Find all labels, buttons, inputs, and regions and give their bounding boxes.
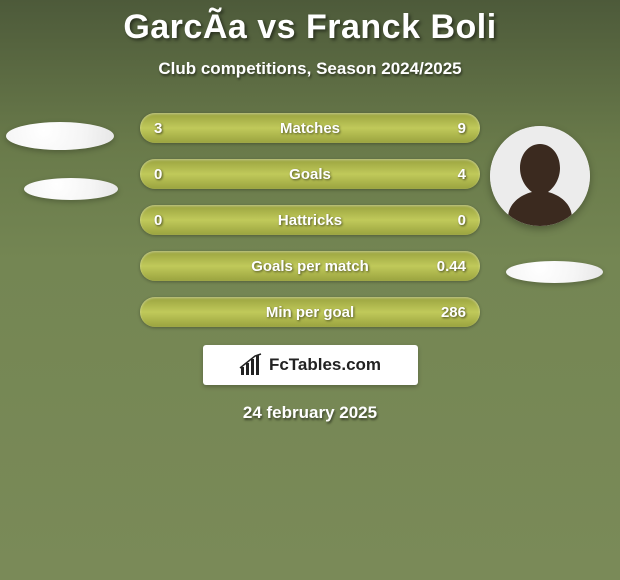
stat-row: 3 Matches 9 bbox=[140, 113, 480, 143]
date-text: 24 february 2025 bbox=[0, 403, 620, 423]
chart-bars-icon bbox=[239, 353, 263, 377]
stat-right-value: 286 bbox=[441, 304, 466, 321]
stat-right-value: 0 bbox=[458, 212, 466, 229]
stat-row: 0 Goals 4 bbox=[140, 159, 480, 189]
stat-label: Goals bbox=[140, 166, 480, 183]
stat-left-value: 3 bbox=[154, 120, 162, 137]
page-title: GarcÃ­a vs Franck Boli bbox=[0, 0, 620, 47]
stat-row: Min per goal 286 bbox=[140, 297, 480, 327]
stats-container: 3 Matches 9 0 Goals 4 0 Hattricks 0 Goal… bbox=[0, 113, 620, 327]
brand-text: FcTables.com bbox=[269, 355, 381, 375]
brand-badge[interactable]: FcTables.com bbox=[203, 345, 418, 385]
stat-label: Goals per match bbox=[140, 258, 480, 275]
stat-row: 0 Hattricks 0 bbox=[140, 205, 480, 235]
stat-right-value: 0.44 bbox=[437, 258, 466, 275]
stat-left-value: 0 bbox=[154, 212, 162, 229]
stat-left-value: 0 bbox=[154, 166, 162, 183]
subtitle: Club competitions, Season 2024/2025 bbox=[0, 59, 620, 79]
stat-row: Goals per match 0.44 bbox=[140, 251, 480, 281]
stat-right-value: 4 bbox=[458, 166, 466, 183]
stat-label: Min per goal bbox=[140, 304, 480, 321]
stat-right-value: 9 bbox=[458, 120, 466, 137]
stat-label: Matches bbox=[140, 120, 480, 137]
stat-label: Hattricks bbox=[140, 212, 480, 229]
